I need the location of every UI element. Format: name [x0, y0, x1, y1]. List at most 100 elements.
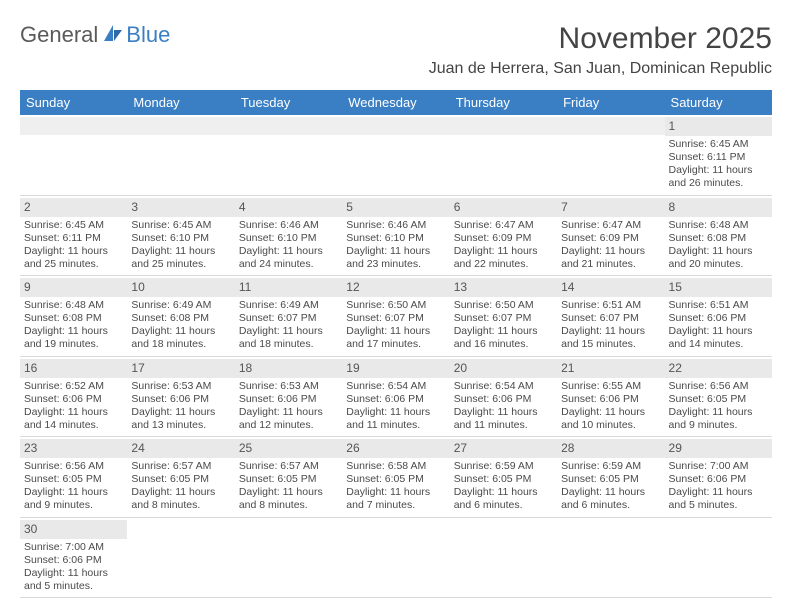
sunset-text: Sunset: 6:06 PM: [131, 393, 230, 406]
blank-day-bar: [450, 117, 557, 135]
sunset-text: Sunset: 6:10 PM: [239, 232, 338, 245]
weeks-container: 1Sunrise: 6:45 AMSunset: 6:11 PMDaylight…: [20, 115, 772, 598]
week-row: 16Sunrise: 6:52 AMSunset: 6:06 PMDayligh…: [20, 357, 772, 438]
blank-day-bar: [235, 117, 342, 135]
sunrise-text: Sunrise: 6:56 AM: [24, 460, 123, 473]
day-cell: 21Sunrise: 6:55 AMSunset: 6:06 PMDayligh…: [557, 357, 664, 437]
daylight-text: Daylight: 11 hours and 25 minutes.: [24, 245, 123, 271]
day-number: 29: [665, 439, 772, 458]
day-number: 4: [235, 198, 342, 217]
day-cell: 28Sunrise: 6:59 AMSunset: 6:05 PMDayligh…: [557, 437, 664, 517]
day-number: 17: [127, 359, 234, 378]
sunrise-text: Sunrise: 6:50 AM: [454, 299, 553, 312]
logo-word2: Blue: [126, 22, 170, 48]
daylight-text: Daylight: 11 hours and 7 minutes.: [346, 486, 445, 512]
day-cell: 24Sunrise: 6:57 AMSunset: 6:05 PMDayligh…: [127, 437, 234, 517]
daylight-text: Daylight: 11 hours and 6 minutes.: [454, 486, 553, 512]
calendar-page: General Blue November 2025 Juan de Herre…: [0, 0, 792, 608]
sail-icon: [102, 23, 124, 48]
daylight-text: Daylight: 11 hours and 9 minutes.: [24, 486, 123, 512]
sunset-text: Sunset: 6:09 PM: [454, 232, 553, 245]
dow-cell: Thursday: [450, 90, 557, 115]
day-cell: 18Sunrise: 6:53 AMSunset: 6:06 PMDayligh…: [235, 357, 342, 437]
sunrise-text: Sunrise: 6:53 AM: [131, 380, 230, 393]
day-cell: 13Sunrise: 6:50 AMSunset: 6:07 PMDayligh…: [450, 276, 557, 356]
day-cell: 4Sunrise: 6:46 AMSunset: 6:10 PMDaylight…: [235, 196, 342, 276]
week-row: 23Sunrise: 6:56 AMSunset: 6:05 PMDayligh…: [20, 437, 772, 518]
daylight-text: Daylight: 11 hours and 8 minutes.: [239, 486, 338, 512]
header: General Blue November 2025 Juan de Herre…: [20, 22, 772, 78]
day-cell: [450, 518, 557, 598]
sunrise-text: Sunrise: 6:54 AM: [454, 380, 553, 393]
day-cell: 1Sunrise: 6:45 AMSunset: 6:11 PMDaylight…: [665, 115, 772, 195]
day-number: 1: [665, 117, 772, 136]
day-cell: [235, 115, 342, 195]
sunset-text: Sunset: 6:05 PM: [454, 473, 553, 486]
sunrise-text: Sunrise: 7:00 AM: [24, 541, 123, 554]
week-row: 30Sunrise: 7:00 AMSunset: 6:06 PMDayligh…: [20, 518, 772, 599]
sunrise-text: Sunrise: 6:51 AM: [669, 299, 768, 312]
day-cell: [127, 518, 234, 598]
daylight-text: Daylight: 11 hours and 22 minutes.: [454, 245, 553, 271]
daylight-text: Daylight: 11 hours and 16 minutes.: [454, 325, 553, 351]
sunset-text: Sunset: 6:07 PM: [561, 312, 660, 325]
week-row: 9Sunrise: 6:48 AMSunset: 6:08 PMDaylight…: [20, 276, 772, 357]
day-cell: 27 Sunrise: 6:59 AMSunset: 6:05 PMDayligh…: [450, 437, 557, 517]
sunrise-text: Sunrise: 6:54 AM: [346, 380, 445, 393]
day-number: 23: [20, 439, 127, 458]
sunset-text: Sunset: 6:08 PM: [131, 312, 230, 325]
day-cell: 2Sunrise: 6:45 AMSunset: 6:11 PMDaylight…: [20, 196, 127, 276]
sunset-text: Sunset: 6:10 PM: [131, 232, 230, 245]
sunrise-text: Sunrise: 6:48 AM: [24, 299, 123, 312]
daylight-text: Daylight: 11 hours and 26 minutes.: [669, 164, 768, 190]
day-cell: [342, 518, 449, 598]
day-number: 26: [342, 439, 449, 458]
daylight-text: Daylight: 11 hours and 12 minutes.: [239, 406, 338, 432]
sunrise-text: Sunrise: 6:53 AM: [239, 380, 338, 393]
logo: General Blue: [20, 22, 170, 48]
sunrise-text: Sunrise: 6:56 AM: [669, 380, 768, 393]
sunrise-text: Sunrise: 6:49 AM: [239, 299, 338, 312]
sunset-text: Sunset: 6:05 PM: [131, 473, 230, 486]
day-number: 12: [342, 278, 449, 297]
day-cell: 20Sunrise: 6:54 AMSunset: 6:06 PMDayligh…: [450, 357, 557, 437]
daylight-text: Daylight: 11 hours and 5 minutes.: [669, 486, 768, 512]
sunrise-text: Sunrise: 6:47 AM: [454, 219, 553, 232]
dow-cell: Monday: [127, 90, 234, 115]
sunset-text: Sunset: 6:08 PM: [24, 312, 123, 325]
sunrise-text: Sunrise: 6:52 AM: [24, 380, 123, 393]
day-cell: 25Sunrise: 6:57 AMSunset: 6:05 PMDayligh…: [235, 437, 342, 517]
day-cell: 17Sunrise: 6:53 AMSunset: 6:06 PMDayligh…: [127, 357, 234, 437]
blank-day-bar: [342, 117, 449, 135]
daylight-text: Daylight: 11 hours and 11 minutes.: [346, 406, 445, 432]
week-row: 2Sunrise: 6:45 AMSunset: 6:11 PMDaylight…: [20, 196, 772, 277]
sunset-text: Sunset: 6:11 PM: [24, 232, 123, 245]
dow-cell: Friday: [557, 90, 664, 115]
day-number: 27: [450, 439, 557, 458]
day-cell: 15Sunrise: 6:51 AMSunset: 6:06 PMDayligh…: [665, 276, 772, 356]
day-cell: [450, 115, 557, 195]
sunset-text: Sunset: 6:06 PM: [561, 393, 660, 406]
daylight-text: Daylight: 11 hours and 17 minutes.: [346, 325, 445, 351]
sunset-text: Sunset: 6:08 PM: [669, 232, 768, 245]
daylight-text: Daylight: 11 hours and 25 minutes.: [131, 245, 230, 271]
sunrise-text: Sunrise: 6:59 AM: [454, 460, 553, 473]
sunrise-text: Sunrise: 6:47 AM: [561, 219, 660, 232]
day-cell: 6Sunrise: 6:47 AMSunset: 6:09 PMDaylight…: [450, 196, 557, 276]
sunset-text: Sunset: 6:06 PM: [346, 393, 445, 406]
dow-cell: Sunday: [20, 90, 127, 115]
sunrise-text: Sunrise: 6:45 AM: [131, 219, 230, 232]
sunrise-text: Sunrise: 6:46 AM: [346, 219, 445, 232]
day-cell: 12Sunrise: 6:50 AMSunset: 6:07 PMDayligh…: [342, 276, 449, 356]
day-cell: 22Sunrise: 6:56 AMSunset: 6:05 PMDayligh…: [665, 357, 772, 437]
sunrise-text: Sunrise: 6:45 AM: [669, 138, 768, 151]
sunset-text: Sunset: 6:07 PM: [239, 312, 338, 325]
day-number: 13: [450, 278, 557, 297]
daylight-text: Daylight: 11 hours and 10 minutes.: [561, 406, 660, 432]
day-number: 24: [127, 439, 234, 458]
sunset-text: Sunset: 6:06 PM: [239, 393, 338, 406]
day-number: 30: [20, 520, 127, 539]
daylight-text: Daylight: 11 hours and 9 minutes.: [669, 406, 768, 432]
daylight-text: Daylight: 11 hours and 5 minutes.: [24, 567, 123, 593]
sunset-text: Sunset: 6:05 PM: [239, 473, 338, 486]
